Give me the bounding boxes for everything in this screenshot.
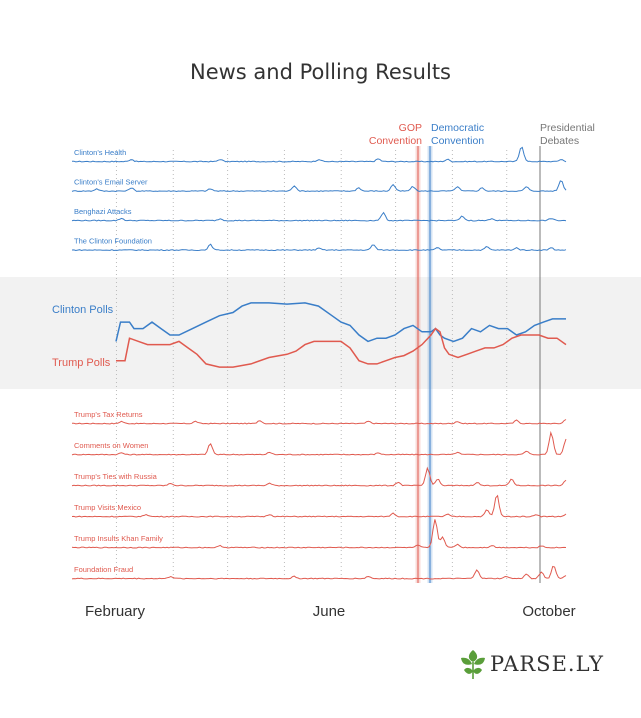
event-label-1-1: Convention	[431, 135, 484, 147]
trump-topic-label-2: Trump's Ties with Russia	[74, 472, 158, 481]
trump-topic-line-1	[71, 430, 567, 456]
event-label-0-1: Convention	[369, 135, 422, 147]
trump-topic-line-2	[71, 466, 567, 487]
poll-label-1: Trump Polls	[52, 357, 111, 369]
clinton-topic-label-1: Clinton's Email Server	[74, 178, 148, 187]
x-label-0: February	[85, 603, 146, 620]
event-label-0-0: GOP	[399, 122, 422, 134]
poll-label-0: Clinton Polls	[52, 304, 114, 316]
trump-topic-label-5: Foundation Fraud	[74, 565, 133, 574]
clinton-topic-line-3	[71, 243, 567, 252]
trump-topic-line-5	[71, 565, 567, 580]
clinton-topic-line-0	[72, 146, 567, 163]
clinton-topic-line-1	[71, 180, 567, 193]
clinton-topic-label-2: Benghazi Attacks	[74, 207, 132, 216]
trump-topic-line-3	[71, 494, 567, 518]
trump-topic-line-0	[72, 419, 567, 425]
event-label-2-0: Presidential	[540, 122, 595, 134]
trump-topic-label-1: Comments on Women	[74, 441, 148, 450]
x-label-2: October	[522, 603, 575, 620]
clinton-topic-line-2	[71, 211, 567, 222]
logo-text: PARSE.LY	[490, 652, 605, 676]
clinton-topic-label-0: Clinton's Health	[74, 148, 126, 157]
trump-topic-label-3: Trump Visits Mexico	[74, 503, 141, 512]
chart-title: News and Polling Results	[189, 60, 451, 84]
polls-band	[0, 277, 641, 389]
parsely-logo: PARSE.LY	[458, 648, 603, 684]
event-label-1-0: Democratic	[431, 122, 484, 134]
trump-topic-label-0: Trump's Tax Returns	[74, 410, 143, 419]
event-label-2-1: Debates	[540, 135, 579, 147]
x-label-1: June	[313, 603, 346, 620]
poll-line-1	[116, 327, 567, 368]
poll-line-0	[115, 302, 566, 343]
clinton-topic-label-3: The Clinton Foundation	[74, 237, 152, 246]
trump-topic-label-4: Trump Insults Khan Family	[74, 534, 163, 543]
trump-topic-line-4	[71, 519, 567, 549]
ivy-leaf-icon	[461, 650, 485, 679]
